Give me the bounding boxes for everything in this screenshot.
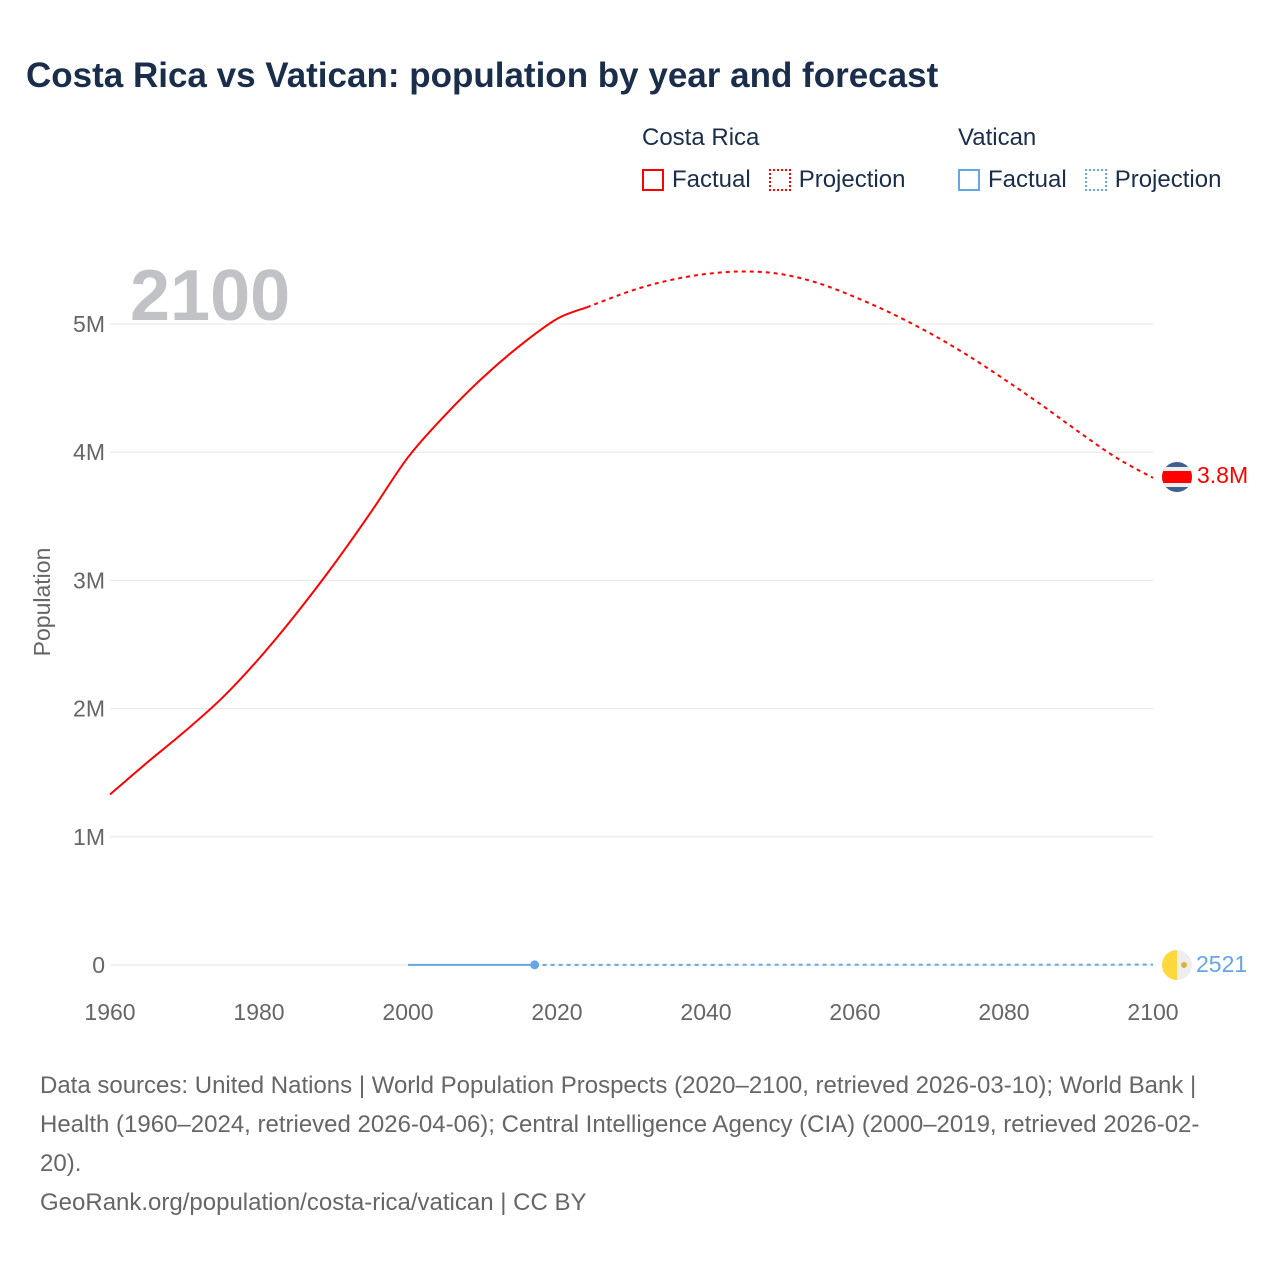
series-line-costa-rica-factual [109, 306, 588, 796]
y-tick-label: 0 [92, 952, 105, 978]
legend-label: Factual [988, 166, 1067, 193]
legend-vatican: Factual Projection [958, 166, 1239, 194]
y-tick-label: 3M [73, 567, 105, 593]
x-tick-label: 2020 [531, 999, 582, 1025]
legend-swatch [958, 169, 980, 191]
x-tick-label: 2000 [382, 999, 433, 1025]
chart-plot: 2100 0 1M 2M 3M 4M 5M 1960 1980 2000 2020 2040 2060… [29, 256, 1248, 1025]
x-tick-label: 1960 [84, 999, 135, 1025]
legend-label: Factual [672, 166, 751, 193]
x-tick-label: 2080 [978, 999, 1029, 1025]
legend-item-costa-rica-factual[interactable]: Factual [642, 166, 751, 194]
legend-label: Projection [1114, 166, 1222, 193]
legend-item-vatican-projection[interactable]: Projection [1084, 166, 1222, 194]
y-tick-label: 1M [73, 824, 105, 850]
legend-group-vatican: Vatican [958, 124, 1037, 151]
year-watermark: 2100 [130, 256, 290, 336]
x-tick-label: 2060 [829, 999, 880, 1025]
y-axis-label: Population [29, 548, 55, 657]
legend-item-vatican-factual[interactable]: Factual [958, 166, 1067, 194]
legend-swatch [642, 169, 664, 191]
vatican-flag-icon [1162, 950, 1192, 980]
y-tick-label: 4M [73, 439, 105, 465]
legend-label: Projection [798, 166, 906, 193]
chart-title: Costa Rica vs Vatican: population by yea… [26, 56, 939, 95]
vatican-end-label: 2521 [1196, 951, 1247, 977]
data-sources: Data sources: United Nations | World Pop… [40, 1072, 1200, 1177]
x-tick-label: 2100 [1127, 999, 1178, 1025]
costa-rica-end-label: 3.8M [1197, 462, 1248, 488]
footer: Data sources: United Nations | World Pop… [40, 1066, 1240, 1222]
y-tick-label: 5M [73, 311, 105, 337]
credit-link[interactable]: GeoRank.org/population/costa-rica/vatica… [40, 1189, 587, 1216]
legend-group-costa-rica: Costa Rica [642, 124, 760, 151]
x-tick-label: 2040 [680, 999, 731, 1025]
legend-swatch [1084, 169, 1107, 191]
costa-rica-flag-icon [1162, 462, 1192, 492]
series-line-costa-rica-projection [586, 270, 1154, 479]
legend-swatch [768, 169, 791, 191]
y-tick-label: 2M [73, 696, 105, 722]
vatican-last-factual-point [530, 960, 540, 970]
legend-item-costa-rica-projection[interactable]: Projection [768, 166, 906, 194]
legend-costa-rica: Factual Projection [642, 166, 923, 194]
x-tick-label: 1980 [233, 999, 284, 1025]
